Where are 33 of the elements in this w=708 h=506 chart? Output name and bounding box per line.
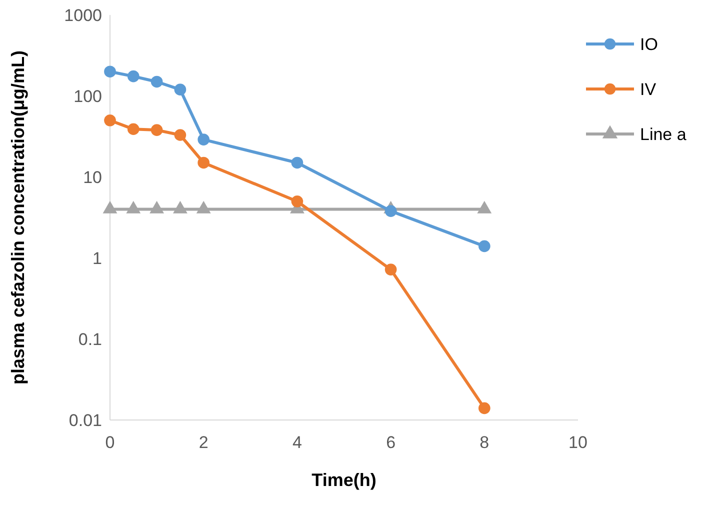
point [291,156,304,169]
point [174,129,186,141]
y-tick-label: 1 [92,248,102,268]
point [384,205,397,217]
point [384,264,397,276]
x-tick-label: 0 [105,433,115,452]
x-tick-label: 6 [386,433,396,452]
point [150,124,163,136]
x-tick-label: 8 [480,433,490,452]
x-axis-title: Time(h) [312,470,376,490]
y-tick-label: 1000 [64,6,102,25]
point [198,134,210,146]
point [127,70,140,82]
point [104,66,116,78]
y-tick-label: 0.1 [78,330,102,349]
x-tick-label: 2 [198,433,208,452]
legend-label: IO [640,34,658,54]
y-axis-title: plasma cefazolin concentration(μg/mL) [8,50,28,385]
point [127,123,140,136]
legend-label: Line a [640,124,687,144]
point [478,240,490,252]
y-tick-label: 10 [83,168,102,187]
point [198,156,210,169]
point [174,84,186,96]
x-tick-label: 4 [292,433,302,452]
legend-label: IV [640,80,657,99]
x-tick-label: 10 [568,433,588,452]
point [291,195,304,208]
point [150,76,163,88]
y-tick-label: 0.01 [68,410,102,430]
point [478,402,490,414]
y-tick-label: 100 [74,86,102,106]
point [104,114,116,126]
